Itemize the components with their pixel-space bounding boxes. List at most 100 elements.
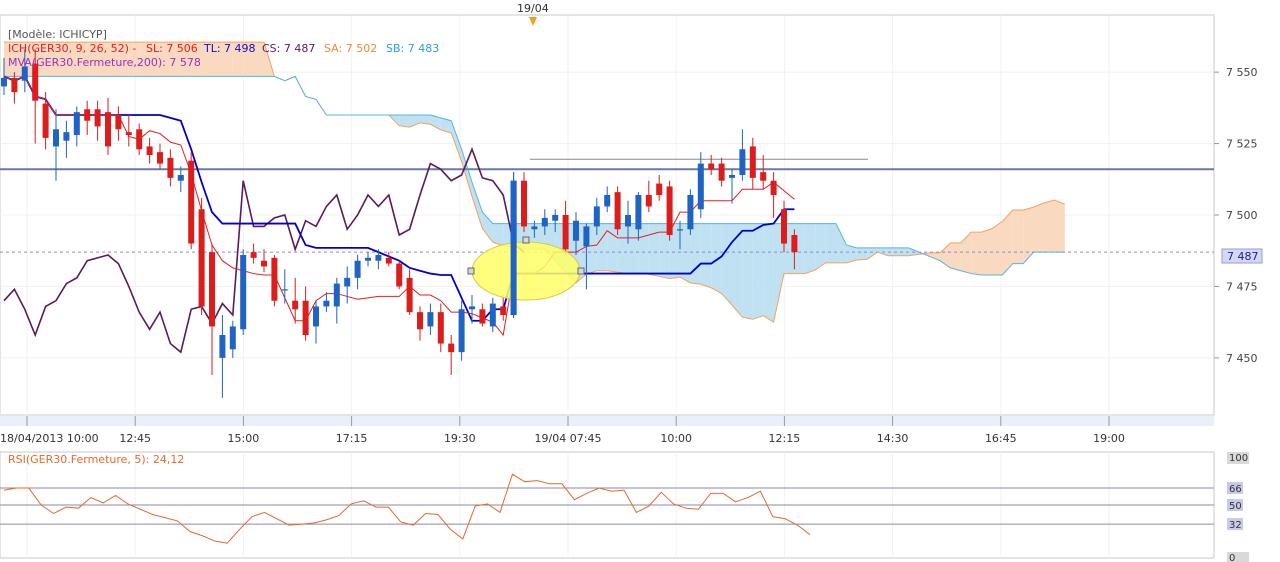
price-axis: 7 450 7 475 7 500 7 525 7 550 [1214, 66, 1258, 365]
candle-body [333, 283, 340, 307]
cloud-segment [139, 42, 150, 77]
ellipse-handle-icon [522, 236, 530, 244]
legend-sb: SB: 7 483 [386, 42, 439, 55]
cloud-segment [752, 223, 764, 320]
candle [406, 269, 413, 315]
candle [760, 155, 767, 190]
candle [500, 295, 507, 321]
candle [146, 137, 153, 164]
time-tick-label: 19:30 [444, 432, 476, 445]
candle-body [562, 215, 569, 250]
date-marker[interactable]: 19/04 [517, 2, 549, 26]
candle-body [739, 149, 746, 175]
candle [261, 249, 267, 273]
candle [739, 129, 746, 181]
candle-body [781, 209, 787, 244]
candle-body [125, 132, 132, 135]
candle-body [406, 277, 413, 313]
cloud-segment [482, 212, 493, 243]
price-panel[interactable] [0, 14, 1215, 416]
horizontal-reference-lines [0, 158, 1214, 253]
candle [354, 255, 361, 290]
candle [437, 303, 444, 353]
cloud-segment [232, 42, 244, 77]
candle [375, 249, 382, 270]
candle-body [11, 77, 18, 93]
rsi-panel[interactable]: 0 32 50 66 100 RSI(GER30.Fermeture, 5): 24,1… [0, 451, 1249, 562]
candle [73, 106, 80, 147]
price-tick-label: 7 525 [1226, 138, 1258, 151]
time-tick-label: 10:00 [660, 432, 692, 445]
legend-model: [Modèle: ICHICYP] [8, 28, 107, 41]
candle [84, 100, 91, 135]
candle-body [302, 300, 309, 335]
cloud-segment [804, 223, 816, 274]
cloud-segment [607, 223, 618, 273]
cloud-segment [846, 245, 857, 263]
highlight-ellipse [467, 172, 585, 318]
candle-body [344, 277, 351, 287]
candle-body [63, 132, 70, 141]
legend-ichimoku: ICH(GER30, 9, 26, 52) - [8, 42, 136, 55]
candle-body [510, 180, 517, 315]
cloud-segment [170, 42, 181, 77]
candle-body [42, 103, 49, 138]
cloud-segment [1054, 200, 1065, 253]
candle [115, 106, 122, 141]
legend-sa: SA: 7 502 [324, 42, 377, 55]
candle-body [448, 343, 455, 353]
rsi-tick-label: 66 [1229, 484, 1242, 495]
rsi-tick-label: 32 [1229, 520, 1242, 531]
cloud-segment [856, 247, 868, 260]
candle [604, 186, 611, 213]
candle [729, 169, 735, 204]
cloud-segment [742, 223, 753, 320]
candle [573, 212, 579, 255]
candle [791, 229, 798, 270]
candle-body [604, 195, 611, 207]
cloud-segment [721, 223, 732, 305]
time-tick-label: 19/04 07:45 [535, 432, 602, 445]
candle-body [677, 229, 683, 231]
cloud-segment [638, 223, 649, 275]
candle-body [115, 115, 122, 130]
candle-body [1, 77, 7, 87]
candle [125, 115, 132, 147]
candle-body [375, 255, 382, 261]
rsi-line [3, 473, 811, 544]
cloud-segment [97, 42, 108, 77]
candle [489, 297, 496, 333]
candle [656, 175, 663, 201]
candle [63, 120, 70, 158]
cloud-segment [1033, 202, 1044, 253]
cloud-segment [888, 247, 899, 256]
cloud-segment [420, 115, 431, 125]
candle [323, 292, 330, 313]
candle [697, 152, 704, 218]
candle [531, 220, 538, 238]
candle [479, 303, 486, 327]
price-tag-box [1221, 248, 1263, 264]
candle [635, 192, 642, 241]
time-axis-band [0, 416, 1214, 426]
candle [281, 269, 288, 304]
candle [105, 97, 111, 155]
candle-body [531, 226, 538, 230]
candle-body [323, 300, 330, 307]
rsi-series-line [3, 473, 811, 544]
candle-body [177, 175, 184, 181]
cloud-segment [399, 115, 410, 128]
cloud-segment [971, 232, 982, 275]
tenkan-sen-line [3, 75, 795, 337]
cloud-segment [596, 223, 608, 271]
candle-body [188, 160, 195, 244]
time-tick-label: 16:45 [985, 432, 1017, 445]
candle [666, 180, 673, 241]
rsi-level-lines [0, 487, 1214, 525]
cloud-segment [45, 42, 56, 77]
candle-body [760, 172, 767, 181]
candle-body [94, 109, 101, 127]
candle-body [219, 335, 226, 358]
candle-body [521, 180, 527, 227]
